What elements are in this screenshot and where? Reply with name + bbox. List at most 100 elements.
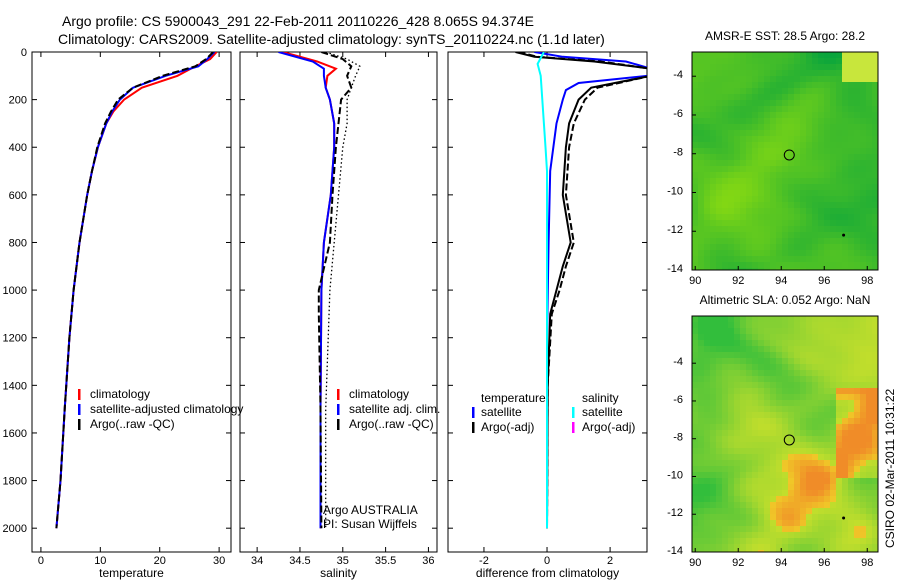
map-cell xyxy=(812,82,818,88)
map-cell xyxy=(692,370,698,376)
map-cell xyxy=(788,436,794,442)
map-cell xyxy=(866,364,872,370)
map-cell xyxy=(716,76,722,82)
map-cell xyxy=(752,484,758,490)
map-cell xyxy=(782,424,788,430)
map-cell xyxy=(806,52,812,58)
map-cell xyxy=(698,172,704,178)
map-cell xyxy=(782,508,788,514)
map-cell xyxy=(764,418,770,424)
map-cell xyxy=(872,490,878,496)
map-cell xyxy=(794,490,800,496)
map-cell xyxy=(764,538,770,544)
map-cell xyxy=(716,196,722,202)
map-cell xyxy=(836,472,842,478)
map-cell xyxy=(836,514,842,520)
map-cell xyxy=(710,508,716,514)
map-cell xyxy=(758,370,764,376)
map-cell xyxy=(764,64,770,70)
map-cell xyxy=(872,214,878,220)
map-cell xyxy=(812,166,818,172)
map-cell xyxy=(758,100,764,106)
map-cell xyxy=(830,334,836,340)
map-cell xyxy=(830,94,836,100)
map-cell xyxy=(806,220,812,226)
y-tick-label: 2000 xyxy=(3,523,27,535)
map-cell xyxy=(824,412,830,418)
map-cell xyxy=(698,502,704,508)
y-tick-label: -14 xyxy=(667,545,683,557)
map-cell xyxy=(704,148,710,154)
map-cell xyxy=(752,112,758,118)
map-cell xyxy=(800,196,806,202)
map-cell xyxy=(758,526,764,532)
map-cell xyxy=(740,526,746,532)
map-cell xyxy=(764,208,770,214)
map-cell xyxy=(812,328,818,334)
map-cell xyxy=(776,430,782,436)
map-cell xyxy=(692,382,698,388)
map-cell xyxy=(704,340,710,346)
map-cell xyxy=(698,532,704,538)
map-cell xyxy=(854,436,860,442)
map-cell xyxy=(782,334,788,340)
map-cell xyxy=(854,316,860,322)
map-cell xyxy=(722,454,728,460)
map-cell xyxy=(812,352,818,358)
map-cell xyxy=(794,262,800,268)
map-cell xyxy=(818,76,824,82)
map-cell xyxy=(812,544,818,550)
map-cell xyxy=(746,484,752,490)
map-cell xyxy=(872,418,878,424)
map-cell xyxy=(866,544,872,550)
map-cell xyxy=(854,424,860,430)
map-cell xyxy=(770,370,776,376)
map-cell xyxy=(842,442,848,448)
map-cell xyxy=(758,538,764,544)
map-cell xyxy=(854,82,860,88)
map-cell xyxy=(746,58,752,64)
map-cell xyxy=(734,322,740,328)
map-cell xyxy=(854,508,860,514)
map-cell xyxy=(710,442,716,448)
y-tick-label: -6 xyxy=(673,394,683,406)
map-cell xyxy=(722,526,728,532)
map-cell xyxy=(848,352,854,358)
map-cell xyxy=(728,58,734,64)
map-cell xyxy=(812,550,818,552)
map-cell xyxy=(746,64,752,70)
map-cell xyxy=(734,100,740,106)
map-cell xyxy=(692,118,698,124)
map-cell xyxy=(704,238,710,244)
map-cell xyxy=(842,376,848,382)
map-cell xyxy=(710,88,716,94)
map-cell xyxy=(818,520,824,526)
map-cell xyxy=(704,100,710,106)
map-cell xyxy=(698,370,704,376)
map-cell xyxy=(824,472,830,478)
map-cell xyxy=(794,124,800,130)
map-cell xyxy=(770,94,776,100)
map-cell xyxy=(776,58,782,64)
map-cell xyxy=(722,532,728,538)
map-cell xyxy=(764,382,770,388)
map-cell xyxy=(806,496,812,502)
map-cell xyxy=(836,358,842,364)
map-cell xyxy=(704,454,710,460)
map-cell xyxy=(818,148,824,154)
x-tick-label: 96 xyxy=(818,557,830,569)
map-cell xyxy=(782,112,788,118)
map-cell xyxy=(794,484,800,490)
map-cell xyxy=(692,478,698,484)
map-cell xyxy=(854,532,860,538)
map-cell xyxy=(722,412,728,418)
map-cell xyxy=(866,100,872,106)
map-cell xyxy=(836,454,842,460)
map-cell xyxy=(794,322,800,328)
map-cell xyxy=(842,400,848,406)
map-cell xyxy=(692,166,698,172)
map-cell xyxy=(734,508,740,514)
map-cell xyxy=(776,466,782,472)
map-cell xyxy=(812,76,818,82)
map-cell xyxy=(794,526,800,532)
